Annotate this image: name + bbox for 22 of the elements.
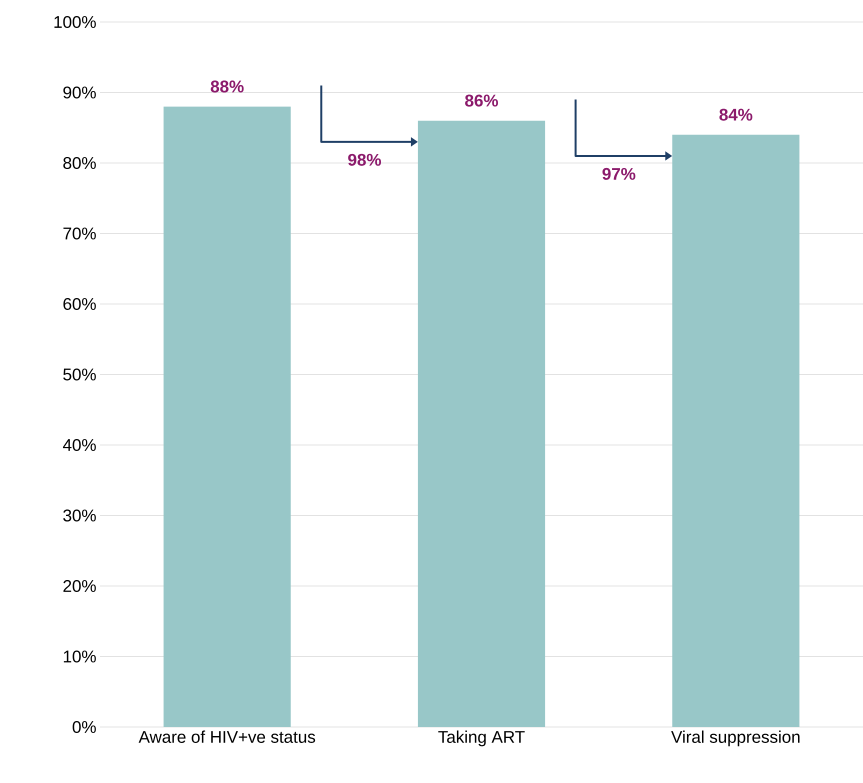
x-tick-label: Aware of HIV+ve status — [138, 730, 316, 743]
y-tick-label: 90% — [63, 86, 96, 98]
data-label: 86% — [465, 94, 498, 107]
y-tick-label: 70% — [63, 227, 96, 240]
y-tick-label: 30% — [63, 510, 96, 522]
bar — [418, 120, 546, 727]
bar — [164, 106, 291, 727]
data-label: 88% — [210, 80, 244, 93]
y-tick-label: 20% — [63, 580, 96, 592]
y-tick-label: 60% — [63, 298, 96, 310]
annotation: 97% — [602, 168, 636, 180]
y-tick-label: 40% — [62, 439, 96, 451]
bar — [672, 134, 800, 727]
y-tick-label: 100% — [54, 16, 96, 28]
annotation: 98% — [348, 154, 381, 166]
y-tick-label: 0% — [72, 721, 96, 733]
y-tick-label: 10% — [64, 650, 96, 662]
data-label: 84% — [719, 108, 752, 121]
y-tick-label: 80% — [63, 156, 96, 169]
y-tick-label: 50% — [63, 368, 96, 380]
x-tick-label: Taking ART — [438, 730, 525, 746]
x-tick-label: Viral suppression — [671, 730, 800, 746]
